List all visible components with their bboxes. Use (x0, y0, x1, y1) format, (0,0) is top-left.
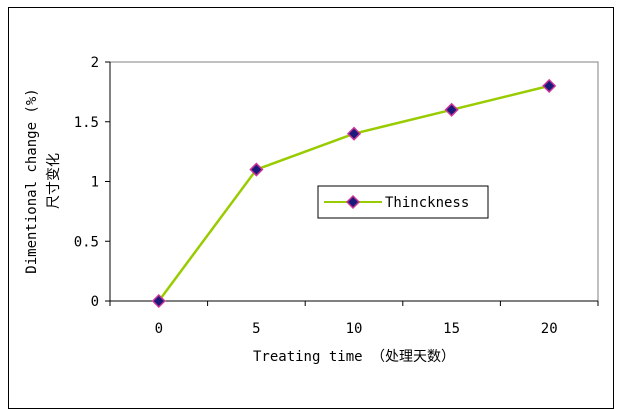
legend-marker-swatch (345, 194, 361, 210)
legend: Thinckness (317, 185, 489, 219)
data-point-marker (151, 293, 166, 309)
y-tick-label: 0 (91, 294, 99, 310)
x-tick-label: 10 (346, 321, 363, 337)
x-axis-title: Treating time （处理天数） (253, 349, 455, 365)
y-axis-title-line1: Dimentional change (%) (24, 88, 40, 273)
data-point-marker (444, 102, 459, 117)
x-axis: 0 5 10 15 20 (109, 300, 599, 337)
data-point-marker (542, 78, 557, 93)
series-thinckness (151, 78, 557, 309)
x-tick-label: 20 (541, 321, 558, 337)
x-tick-label: 15 (443, 321, 460, 337)
plot-area (109, 61, 599, 302)
y-tick-label: 0.5 (74, 234, 99, 250)
y-tick-label: 2 (91, 55, 99, 71)
data-point-marker (346, 126, 362, 141)
y-tick-label: 1.5 (74, 115, 99, 131)
y-axis-title-line2: 尺寸变化 (46, 153, 62, 209)
y-axis: 0 0.5 1 1.5 2 (74, 55, 111, 310)
y-tick-label: 1 (91, 175, 99, 191)
x-tick-label: 5 (252, 321, 260, 337)
legend-label: Thinckness (385, 195, 469, 211)
data-point-marker (249, 162, 264, 177)
x-tick-label: 0 (155, 321, 163, 337)
